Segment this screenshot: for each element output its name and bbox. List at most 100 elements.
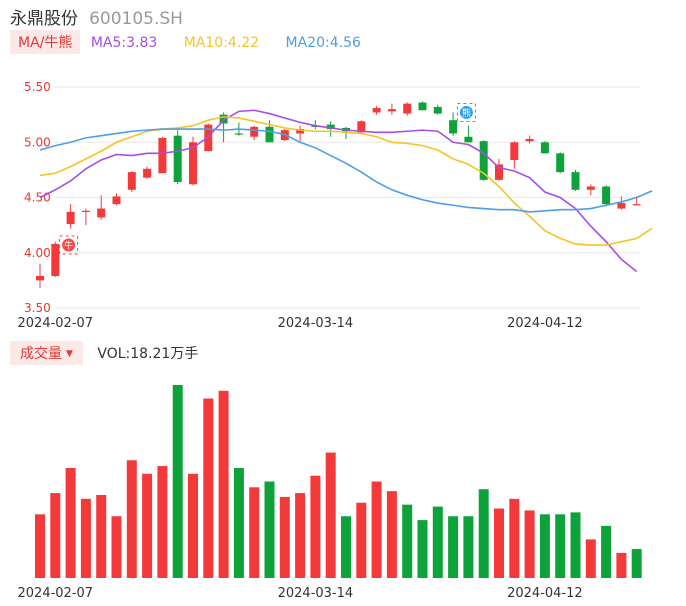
candle-body: [357, 121, 366, 133]
volume-x-tick-label: 2024-03-14: [278, 586, 354, 601]
ma5-label: MA5:3.83: [90, 35, 158, 51]
caret-down-icon: ▼: [66, 349, 73, 359]
volume-bar: [295, 493, 306, 578]
volume-bar: [524, 510, 535, 578]
volume-bar: [585, 539, 596, 578]
volume-bar: [325, 452, 336, 578]
volume-value-label: VOL:18.21万手: [97, 346, 199, 362]
y-tick-label: 5.00: [24, 135, 51, 149]
volume-bar: [432, 506, 443, 578]
volume-bar: [402, 504, 413, 578]
stock-name: 永鼎股份: [10, 9, 78, 29]
volume-bar: [494, 508, 504, 578]
y-tick-label: 3.50: [24, 301, 51, 315]
volume-bar: [478, 489, 489, 578]
ma5-line: [39, 109, 638, 273]
volume-bar: [555, 514, 566, 578]
volume-tab-label: 成交量: [20, 346, 62, 362]
candle-body: [540, 142, 549, 154]
candle-body: [510, 142, 519, 160]
candle-body: [571, 172, 580, 190]
volume-bar: [539, 514, 550, 578]
y-tick-label: 4.50: [24, 191, 51, 205]
stock-code: 600105.SH: [89, 9, 183, 29]
candle-body: [36, 275, 44, 281]
volume-bar: [570, 512, 581, 578]
volume-bar: [50, 493, 61, 578]
volume-bar: [126, 460, 137, 578]
x-tick-label: 2024-04-12: [507, 316, 583, 331]
stock-header: 永鼎股份 600105.SH: [10, 4, 183, 29]
volume-bar: [341, 516, 351, 578]
candle-body: [387, 109, 396, 112]
candle-body: [51, 243, 60, 276]
candle-body: [265, 126, 274, 143]
marker-label: 牛: [64, 240, 73, 252]
candle-body: [632, 204, 641, 206]
ma-indicator-tab[interactable]: MA/牛熊: [10, 30, 81, 54]
volume-x-tick-label: 2024-02-07: [18, 586, 94, 601]
candle-body: [495, 164, 503, 180]
candle-body: [158, 137, 167, 174]
volume-bar: [142, 473, 153, 578]
y-tick-label: 4.00: [24, 246, 51, 260]
volume-bar: [371, 481, 382, 578]
volume-x-tick-label: 2024-04-12: [507, 586, 583, 601]
marker-dot: [62, 238, 76, 252]
marker-dot: [459, 105, 473, 119]
candle-body: [234, 133, 243, 135]
x-tick-label: 2024-03-14: [278, 316, 354, 331]
candle-body: [97, 208, 106, 218]
candle-body: [449, 120, 458, 134]
candle-body: [250, 126, 259, 137]
ma20-line: [39, 128, 653, 213]
candle-body: [112, 196, 121, 205]
candle-body: [81, 210, 90, 212]
volume-bar: [601, 525, 612, 578]
candle-body: [219, 114, 228, 124]
volume-legend: 成交量 ▼ VOL:18.21万手: [10, 341, 198, 365]
volume-bar: [448, 516, 459, 578]
candle-body: [418, 102, 427, 111]
volume-bar: [417, 520, 428, 578]
volume-bar: [310, 475, 321, 578]
x-tick-label: 2024-02-07: [18, 316, 94, 331]
volume-bar: [188, 473, 198, 578]
candle-body: [602, 186, 611, 205]
candle-body: [66, 211, 75, 225]
candle-body: [372, 108, 381, 113]
candle-body: [296, 129, 305, 134]
volume-bar: [631, 549, 642, 578]
volume-bar: [463, 516, 474, 578]
volume-bar: [172, 385, 183, 578]
candle-body: [173, 135, 182, 183]
candle-body: [403, 103, 412, 114]
ma-legend: MA/牛熊 MA5:3.83 MA10:4.22 MA20:4.56: [10, 30, 383, 54]
bull-marker: 牛: [59, 235, 79, 255]
volume-bar: [80, 498, 91, 578]
ma10-line: [39, 116, 653, 246]
volume-indicator-tab[interactable]: 成交量 ▼: [10, 341, 83, 365]
candle-body: [617, 203, 626, 209]
marker-label: 熊: [462, 107, 471, 119]
volume-bar: [233, 467, 244, 578]
volume-bar: [65, 467, 76, 578]
volume-bar: [249, 487, 260, 578]
candle-body: [204, 124, 213, 152]
candle-body: [556, 153, 565, 173]
volume-bar: [35, 514, 45, 578]
candle-body: [189, 142, 197, 185]
candle-body: [586, 186, 595, 190]
candle-body: [433, 106, 442, 114]
volume-bar: [264, 481, 275, 578]
volume-bar: [509, 498, 520, 578]
candle-body: [127, 172, 136, 190]
volume-bar: [157, 466, 168, 578]
volume-bar: [386, 491, 397, 578]
candle-body: [525, 138, 534, 142]
marker-frame: [456, 102, 476, 122]
volume-bar: [96, 495, 107, 578]
candle-body: [143, 168, 152, 178]
volume-bar: [279, 496, 290, 578]
